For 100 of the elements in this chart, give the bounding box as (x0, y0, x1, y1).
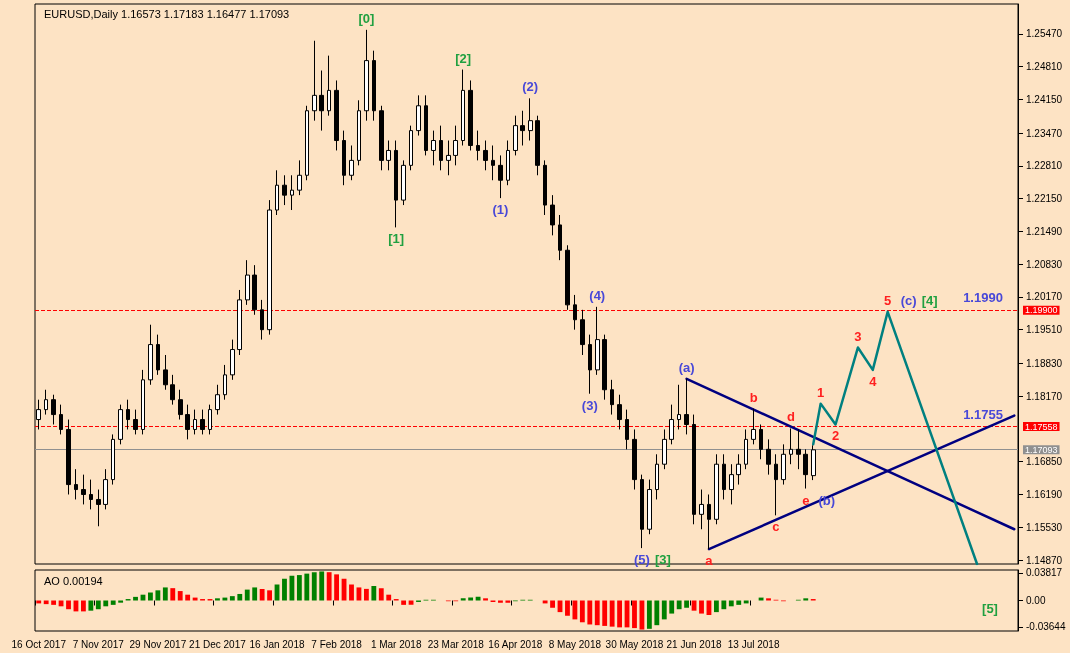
candlestick (357, 99, 361, 166)
y-tick-label: 1.16850 (1026, 456, 1063, 468)
candlestick (178, 389, 183, 421)
annotation: (2) (522, 79, 539, 95)
bar (632, 600, 637, 629)
bar (572, 600, 578, 620)
candlestick (803, 448, 808, 490)
candlestick (513, 115, 518, 156)
candlestick (156, 334, 160, 376)
x-tick-label: 7 Nov 2017 (72, 638, 125, 650)
candlestick (394, 140, 398, 228)
annotation: [1] (388, 231, 405, 247)
y-tick-label: 1.22150 (1026, 193, 1063, 205)
bar (252, 587, 258, 601)
candlestick (781, 443, 786, 486)
candlestick (736, 453, 741, 486)
y-tick-label: 0.03817 (1026, 567, 1063, 579)
bar (155, 590, 161, 601)
annotation: 1.1990 (963, 290, 1003, 306)
candlestick (774, 453, 778, 516)
candlestick (699, 489, 704, 530)
bar (565, 600, 570, 616)
annotation: 2 (831, 428, 840, 444)
candlestick (759, 424, 763, 460)
bar (550, 600, 555, 608)
candlestick (655, 453, 659, 500)
x-tick-label: 8 May 2018 (548, 638, 602, 650)
candlestick (729, 463, 734, 505)
bar (378, 588, 384, 601)
bar (192, 597, 198, 601)
bar (162, 587, 168, 601)
candlestick (409, 125, 413, 171)
candlestick (543, 159, 547, 216)
candlestick (468, 79, 473, 151)
annotation: c (772, 519, 780, 535)
bar (110, 600, 116, 605)
candlestick (133, 409, 138, 435)
candlestick (208, 404, 212, 435)
candlestick (44, 389, 48, 416)
y-tick-label: 1.21490 (1026, 225, 1063, 237)
bar (587, 600, 593, 625)
bar (617, 600, 623, 628)
bar (326, 572, 332, 601)
candlestick (96, 489, 101, 527)
annotation: (a) (678, 359, 695, 375)
candlestick (118, 404, 123, 445)
candlestick (193, 409, 197, 435)
y-tick-label: 1.18830 (1026, 357, 1063, 369)
candlestick (535, 115, 540, 176)
candlestick (766, 438, 771, 476)
candlestick (290, 174, 294, 211)
x-tick-label: 29 Nov 2017 (129, 638, 187, 650)
annotation: (4) (589, 287, 606, 303)
candlestick (386, 140, 391, 171)
candlestick (223, 364, 227, 401)
y-tick-label: 0.00 (1026, 595, 1046, 606)
x-tick-label: 1 Mar 2018 (370, 638, 422, 650)
candlestick (669, 404, 674, 445)
ref-line-label: 1.19900 (1025, 305, 1058, 316)
bar (460, 598, 466, 601)
candlestick (200, 409, 205, 435)
y-tick-label: 1.23470 (1026, 127, 1063, 139)
candlestick (625, 409, 629, 450)
candlestick (640, 474, 644, 549)
bar (133, 596, 138, 601)
x-tick-label: 30 May 2018 (605, 638, 664, 650)
candlestick (453, 125, 458, 166)
candlestick (312, 40, 317, 122)
bar (654, 600, 660, 626)
bar (401, 600, 407, 605)
y-tick-label: 1.25470 (1026, 28, 1063, 40)
candlestick (74, 468, 78, 500)
candlestick (51, 394, 56, 425)
bar (699, 600, 704, 614)
y-tick-label: 1.19510 (1026, 324, 1063, 336)
candlestick (431, 130, 436, 166)
candlestick (647, 479, 652, 535)
x-tick-label: 16 Apr 2018 (488, 638, 543, 650)
candlestick (111, 433, 115, 486)
candlestick (595, 306, 600, 376)
bar (296, 575, 302, 601)
bar (88, 600, 94, 611)
annotation: e (802, 492, 810, 508)
candlestick (185, 404, 190, 440)
candlestick (424, 94, 428, 156)
bar (229, 596, 235, 601)
bar (311, 572, 317, 601)
chart-title: EURUSD,Daily 1.16573 1.17183 1.16477 1.17093 (44, 7, 290, 20)
candlestick (491, 144, 495, 181)
candlestick (372, 50, 376, 122)
y-tick-label: 1.24810 (1026, 61, 1063, 73)
candlestick (528, 97, 533, 142)
x-tick-label: 23 Mar 2018 (427, 638, 485, 650)
x-tick-label: 16 Oct 2017 (11, 638, 67, 650)
candlestick (334, 79, 339, 151)
bar (468, 597, 474, 601)
candlestick (275, 169, 279, 216)
candlestick (446, 140, 451, 176)
candlestick (230, 339, 235, 381)
bar (594, 600, 600, 626)
